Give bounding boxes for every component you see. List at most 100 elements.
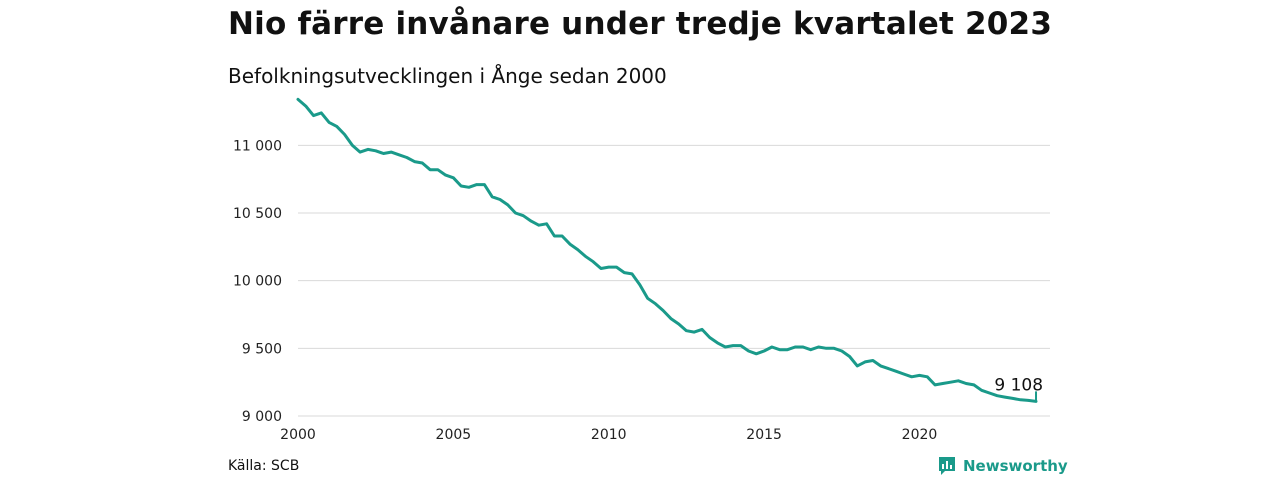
data-point — [724, 345, 727, 349]
data-point — [1027, 399, 1030, 402]
data-point — [483, 183, 486, 186]
newsworthy-logo: Newsworthy — [937, 455, 1068, 477]
data-point — [995, 394, 999, 397]
data-point — [747, 349, 750, 353]
data-point — [887, 367, 890, 370]
chart-subtitle: Befolkningsutvecklingen i Ånge sedan 200… — [228, 64, 667, 88]
data-point — [475, 183, 478, 186]
data-point — [374, 149, 377, 152]
y-axis-tick-labels: 9 000 9 500 10 000 10 500 11 000 — [233, 138, 282, 425]
x-axis-tick-labels: 2000 2005 2010 2015 2020 — [280, 427, 937, 443]
data-point — [491, 195, 494, 198]
data-point — [646, 297, 649, 300]
end-value-label: 9 108 — [994, 375, 1043, 395]
data-point — [351, 144, 354, 147]
data-point — [879, 364, 882, 368]
data-point — [786, 348, 789, 351]
y-tick-label: 10 500 — [233, 206, 282, 222]
data-point — [320, 111, 323, 115]
data-point — [607, 265, 610, 269]
data-point — [957, 379, 960, 383]
data-point — [708, 336, 711, 339]
data-point — [863, 360, 867, 364]
data-point — [840, 349, 844, 353]
data-point — [871, 359, 875, 362]
data-point — [964, 382, 968, 385]
data-point — [910, 375, 913, 378]
data-point — [413, 160, 416, 163]
data-point — [755, 352, 758, 355]
data-point — [817, 345, 820, 349]
data-point — [467, 186, 471, 189]
x-tick-label: 2020 — [902, 427, 938, 443]
data-point — [1011, 397, 1014, 400]
data-point — [553, 234, 556, 238]
data-point — [739, 344, 743, 347]
data-point — [366, 148, 370, 151]
data-point — [397, 153, 401, 157]
data-point — [801, 345, 805, 349]
data-point — [731, 344, 735, 347]
y-tick-label: 10 000 — [233, 274, 282, 290]
data-point — [918, 374, 921, 377]
x-tick-label: 2000 — [280, 427, 316, 443]
data-point — [949, 380, 952, 384]
y-tick-label: 11 000 — [233, 138, 282, 154]
data-point — [444, 173, 447, 177]
data-point — [452, 176, 455, 180]
data-point — [941, 382, 944, 385]
data-point — [506, 203, 509, 207]
data-point — [459, 184, 463, 188]
data-point — [825, 347, 828, 350]
data-point — [615, 265, 618, 269]
data-point — [980, 389, 983, 392]
data-point — [312, 114, 315, 117]
data-point — [809, 348, 812, 351]
data-point — [638, 283, 642, 286]
data-point — [599, 267, 603, 270]
data-point — [692, 330, 696, 334]
series-line — [296, 97, 1038, 403]
data-point — [654, 302, 657, 305]
data-point — [584, 255, 587, 258]
data-point — [661, 309, 665, 312]
y-tick-label: 9 000 — [242, 409, 282, 425]
data-point — [529, 219, 533, 223]
data-point — [560, 234, 564, 238]
data-point — [894, 370, 898, 373]
gridlines — [298, 144, 1050, 417]
data-point — [972, 383, 976, 387]
data-point — [762, 349, 766, 353]
data-point — [1003, 395, 1007, 399]
data-point — [304, 104, 307, 108]
data-point — [902, 372, 906, 376]
x-tick-label: 2005 — [436, 427, 472, 443]
series-layer: 9 108 — [296, 97, 1043, 403]
data-point — [677, 322, 680, 326]
data-point — [327, 121, 331, 124]
newsworthy-logo-icon — [939, 457, 955, 475]
data-point — [770, 345, 774, 349]
data-point — [778, 348, 781, 351]
data-point — [522, 214, 525, 217]
source-note: Källa: SCB — [228, 458, 300, 474]
data-point — [335, 125, 339, 128]
data-point — [421, 161, 424, 165]
data-point — [700, 328, 704, 331]
data-point — [926, 375, 929, 378]
data-point — [685, 329, 688, 332]
data-point — [514, 211, 517, 215]
data-point — [390, 150, 393, 154]
data-point — [576, 248, 579, 251]
x-tick-label: 2015 — [746, 427, 782, 443]
y-tick-label: 9 500 — [242, 341, 282, 357]
data-point — [669, 317, 673, 320]
data-point — [382, 152, 385, 155]
data-point — [592, 260, 595, 263]
data-point — [537, 224, 541, 227]
data-point — [793, 345, 797, 349]
data-point — [358, 150, 362, 154]
data-point — [856, 364, 859, 368]
chart-title: Nio färre invånare under tredje kvartale… — [228, 6, 1053, 42]
